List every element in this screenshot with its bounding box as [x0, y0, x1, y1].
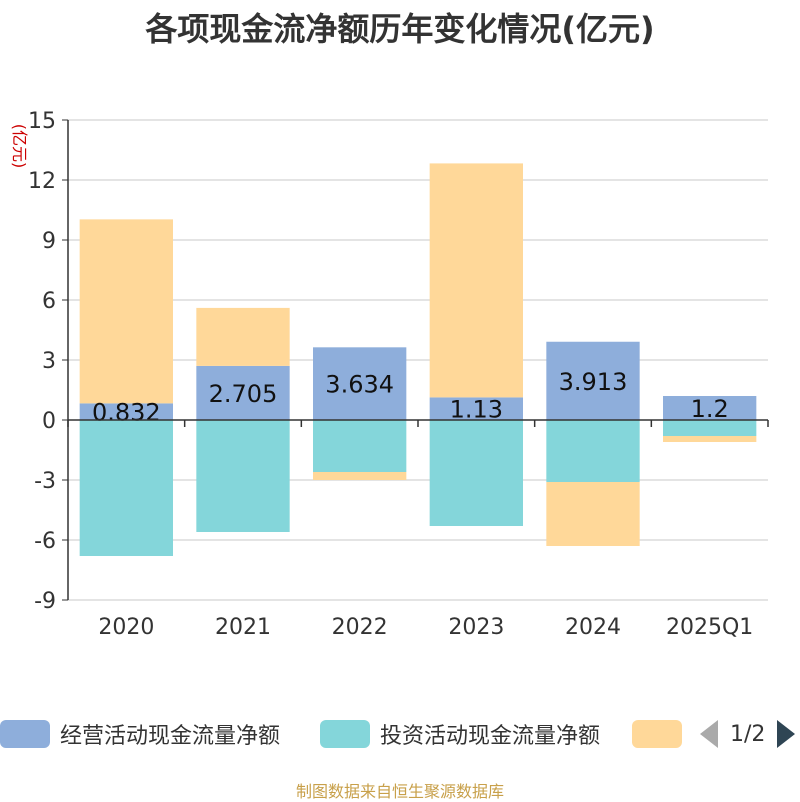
bar-series2-2020: [79, 219, 173, 404]
bar-series2-2024: [546, 482, 640, 546]
data-label: 1.13: [450, 396, 503, 424]
bar-series1-2021: [196, 420, 290, 532]
bar-series0-2024: [546, 341, 640, 420]
bar-series0-2022: [313, 347, 407, 420]
y-tick-label: -9: [34, 589, 56, 614]
x-tick-label: 2025Q1: [666, 615, 753, 640]
legend-item-third[interactable]: [632, 716, 682, 752]
pager-next-icon[interactable]: [777, 720, 796, 748]
bar-series1-2020: [79, 420, 173, 556]
legend-swatch-investing: [320, 720, 370, 748]
y-tick-label: 3: [42, 349, 56, 374]
bar-series1-2024: [546, 420, 640, 482]
y-axis-label: (亿元): [10, 124, 29, 169]
x-tick-label: 2020: [98, 615, 154, 640]
bar-series2-2023: [429, 163, 523, 398]
bar-series1-2022: [313, 420, 407, 472]
bar-series0-2023: [429, 397, 523, 420]
bar-series0-2021: [196, 365, 290, 420]
data-label: 3.913: [559, 368, 628, 396]
x-tick-label: 2023: [448, 615, 504, 640]
legend-swatch-third: [632, 720, 682, 748]
bar-series0-2025Q1: [663, 396, 757, 420]
y-tick-label: 12: [28, 169, 56, 194]
pager-prev-icon[interactable]: [700, 720, 718, 748]
legend-item-operating[interactable]: 经营活动现金流量净额: [0, 716, 280, 752]
pager-text: 1/2: [730, 721, 766, 747]
data-label: 2.705: [209, 380, 278, 408]
legend-label-investing: 投资活动现金流量净额: [380, 724, 601, 749]
data-label: 1.2: [691, 395, 729, 423]
x-tick-label: 2024: [565, 615, 621, 640]
y-tick-label: 0: [42, 409, 56, 434]
legend-label-operating: 经营活动现金流量净额: [60, 724, 281, 749]
x-tick-label: 2021: [215, 615, 271, 640]
legend-item-investing[interactable]: 投资活动现金流量净额: [320, 716, 600, 752]
legend-swatch-operating: [0, 720, 50, 748]
y-tick-label: -3: [34, 469, 56, 494]
data-label: 0.832: [92, 399, 161, 427]
bar-series2-2021: [196, 307, 290, 366]
data-label: 3.634: [325, 371, 394, 399]
bar-series1-2025Q1: [663, 420, 757, 436]
y-tick-label: -6: [34, 529, 56, 554]
legend: 经营活动现金流量净额 投资活动现金流量净额: [0, 716, 800, 756]
y-tick-label: 9: [42, 229, 56, 254]
bar-series0-2020: [79, 403, 173, 420]
chart-title: 各项现金流净额历年变化情况(亿元): [145, 10, 655, 48]
bar-series1-2023: [429, 420, 523, 526]
bar-series2-2022: [313, 472, 407, 480]
bar-series2-2025Q1: [663, 436, 757, 442]
legend-pager: 1/2: [700, 716, 796, 752]
source-note: 制图数据来自恒生聚源数据库: [295, 782, 504, 801]
y-tick-label: 15: [28, 109, 56, 134]
y-tick-label: 6: [42, 289, 56, 314]
x-tick-label: 2022: [332, 615, 388, 640]
